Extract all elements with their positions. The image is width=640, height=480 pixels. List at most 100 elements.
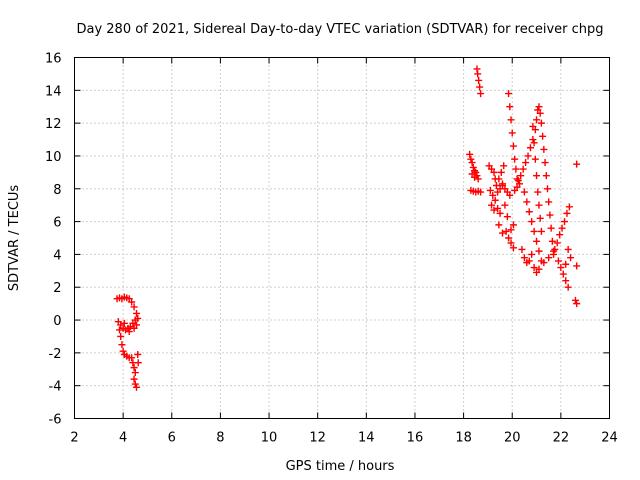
data-point (535, 265, 543, 273)
data-point (530, 227, 538, 235)
data-point (477, 188, 485, 196)
y-tick-label: 12 (45, 117, 62, 132)
data-point (523, 198, 531, 206)
data-point (545, 198, 553, 206)
data-point (563, 209, 571, 217)
data-point (499, 229, 506, 237)
data-point (529, 122, 537, 130)
y-tick-labels: -6 -4 -2 0 2 4 6 8 10 12 14 16 (45, 52, 62, 428)
data-point (502, 227, 510, 235)
data-point (128, 298, 136, 306)
y-axis-label: SDTVAR / TECUs (7, 185, 22, 292)
data-point (537, 227, 545, 235)
data-point (542, 172, 550, 180)
data-point (528, 218, 536, 226)
data-point (530, 264, 538, 272)
x-tick-label: 2 (70, 431, 78, 446)
data-point (558, 224, 566, 232)
data-point (496, 209, 504, 217)
data-point (559, 270, 567, 278)
x-tick-label: 22 (553, 431, 570, 446)
data-point (475, 76, 483, 84)
data-point (120, 319, 128, 327)
data-point (491, 196, 499, 204)
data-point (469, 163, 477, 171)
plot-frame (74, 57, 610, 419)
data-point (474, 175, 482, 183)
x-tick-label: 12 (309, 431, 326, 446)
data-point (565, 203, 573, 211)
chart-title: Day 280 of 2021, Sidereal Day-to-day VTE… (76, 22, 603, 37)
axis-ticks (74, 57, 610, 419)
data-point (133, 383, 141, 391)
y-tick-label: 16 (45, 52, 62, 67)
data-point (494, 204, 502, 212)
y-tick-label: 14 (45, 84, 62, 99)
data-point (556, 231, 564, 239)
data-point (526, 144, 534, 152)
data-point (551, 245, 559, 253)
data-point (554, 257, 562, 265)
data-point (130, 303, 138, 311)
data-point (506, 103, 514, 111)
data-point (509, 221, 517, 229)
data-point (115, 326, 123, 334)
data-point (490, 168, 498, 176)
data-point (540, 145, 548, 153)
data-point (119, 347, 127, 355)
data-point (125, 328, 133, 336)
data-point (497, 168, 505, 176)
data-point (573, 262, 581, 270)
data-point (131, 316, 139, 324)
data-point (536, 214, 544, 222)
x-tick-label: 16 (407, 431, 424, 446)
y-tick-label: -2 (49, 347, 62, 362)
data-point (518, 245, 526, 253)
data-point (495, 221, 503, 229)
x-tick-label: 20 (504, 431, 521, 446)
data-point (474, 70, 482, 78)
data-point (520, 188, 528, 196)
data-point (573, 160, 581, 168)
data-point (468, 159, 476, 167)
data-point (536, 109, 544, 117)
data-point (564, 283, 572, 291)
data-point (550, 250, 558, 258)
data-point (128, 354, 136, 362)
data-point (545, 254, 553, 262)
data-point (541, 159, 549, 167)
data-point (466, 150, 474, 158)
data-point (486, 186, 494, 194)
x-tick-label: 24 (601, 431, 618, 446)
data-point (508, 129, 516, 137)
data-point (134, 359, 142, 367)
data-point (131, 380, 139, 388)
data-point (500, 162, 508, 170)
grid-lines (74, 57, 610, 419)
data-point (534, 188, 542, 196)
data-point (503, 213, 511, 221)
data-point (472, 168, 480, 176)
data-point (562, 260, 570, 268)
y-tick-label: 8 (53, 183, 61, 198)
data-point (131, 369, 139, 377)
y-tick-label: 4 (53, 248, 61, 263)
data-point (477, 90, 485, 98)
y-tick-label: 6 (53, 216, 61, 231)
y-tick-label: 10 (45, 150, 62, 165)
data-point (535, 247, 543, 255)
x-tick-labels: 2 4 6 8 10 12 14 16 18 20 22 24 (70, 431, 617, 446)
y-tick-label: -4 (49, 380, 62, 395)
data-point (533, 172, 541, 180)
data-point (528, 250, 536, 258)
x-tick-label: 10 (261, 431, 278, 446)
data-point (533, 116, 541, 124)
data-point (118, 341, 126, 349)
data-point (539, 132, 547, 140)
data-point (533, 237, 541, 245)
data-point (562, 277, 570, 285)
data-points (113, 65, 581, 391)
data-point (488, 201, 496, 209)
x-tick-label: 18 (455, 431, 472, 446)
